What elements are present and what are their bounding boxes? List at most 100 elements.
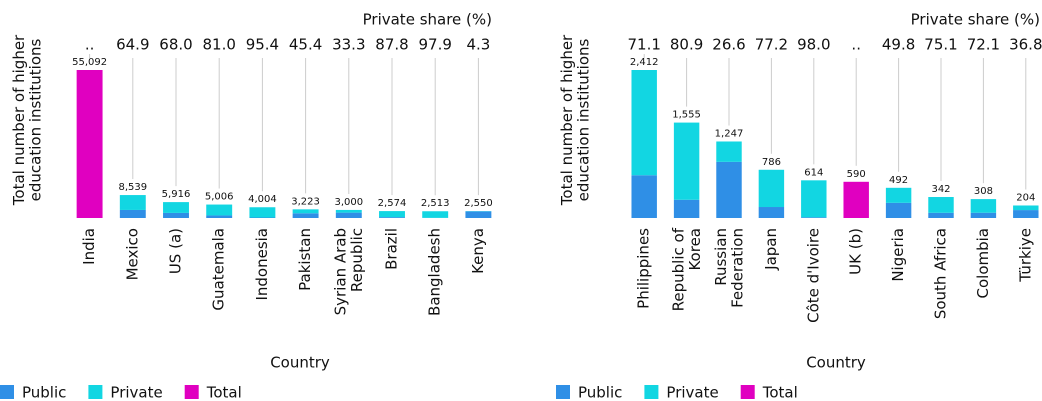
y-axis-title: Total number of highereducation institut… bbox=[9, 34, 44, 206]
x-tick-label: Mexico bbox=[123, 228, 141, 280]
x-tick-label: Côte d'Ivoire bbox=[804, 228, 822, 323]
value-label: 2,513 bbox=[421, 198, 450, 209]
share-label: 26.6 bbox=[712, 36, 745, 54]
value-label: 204 bbox=[1016, 192, 1035, 203]
legend-label: Private bbox=[666, 384, 718, 401]
bar-segment bbox=[206, 215, 233, 218]
value-label: 590 bbox=[847, 169, 866, 180]
value-label: 8,539 bbox=[118, 182, 147, 193]
bar-segment bbox=[970, 199, 997, 213]
bar-segment bbox=[716, 141, 742, 162]
bar-segment bbox=[631, 70, 657, 176]
bar-segment bbox=[76, 70, 103, 218]
x-tick-label: Brazil bbox=[383, 228, 401, 270]
share-label: 77.2 bbox=[755, 36, 788, 54]
value-label: 786 bbox=[762, 157, 781, 168]
bar-segment bbox=[335, 209, 362, 213]
share-label: 95.4 bbox=[246, 36, 279, 54]
bar-segment bbox=[928, 212, 954, 218]
value-label: 1,555 bbox=[672, 110, 701, 121]
share-label: .. bbox=[851, 36, 861, 54]
share-label: 68.0 bbox=[159, 36, 192, 54]
bar-segment bbox=[716, 161, 742, 218]
share-label: 64.9 bbox=[116, 36, 149, 54]
bar-segment bbox=[163, 202, 189, 213]
share-label: .. bbox=[85, 36, 95, 54]
bar-segment bbox=[758, 169, 785, 208]
bar-segment bbox=[465, 211, 492, 218]
share-label: 49.8 bbox=[882, 36, 915, 54]
share-label: 80.9 bbox=[670, 36, 703, 54]
legend-label: Public bbox=[578, 384, 622, 401]
legend-label: Public bbox=[22, 384, 66, 401]
bar-segment bbox=[673, 122, 700, 200]
bar-segment bbox=[292, 213, 319, 218]
share-label: 45.4 bbox=[289, 36, 322, 54]
value-label: 308 bbox=[974, 186, 993, 197]
bar-segment bbox=[631, 175, 657, 218]
value-label: 492 bbox=[889, 175, 908, 186]
x-tick-label: India bbox=[80, 228, 98, 265]
legend-swatch bbox=[644, 385, 659, 399]
bar-segment bbox=[843, 181, 869, 218]
value-label: 2,550 bbox=[464, 198, 493, 209]
share-label: 87.8 bbox=[375, 36, 408, 54]
bar-segment bbox=[885, 202, 912, 218]
x-tick-label: Pakistan bbox=[296, 228, 314, 291]
x-axis-title: Country bbox=[806, 354, 866, 372]
value-label: 342 bbox=[931, 184, 950, 195]
x-tick-label: Philippines bbox=[635, 228, 653, 309]
share-label: 33.3 bbox=[332, 36, 365, 54]
share-title: Private share (%) bbox=[363, 11, 492, 29]
x-tick-label: Syrian ArabRepublic bbox=[331, 228, 366, 315]
bar-segment bbox=[758, 207, 785, 218]
value-label: 3,223 bbox=[291, 196, 320, 207]
legend-label: Private bbox=[110, 384, 162, 401]
bar-segment bbox=[801, 217, 827, 218]
bar-segment bbox=[1013, 210, 1039, 218]
bar-segment bbox=[1013, 205, 1039, 211]
share-label: 81.0 bbox=[202, 36, 235, 54]
share-label: 71.1 bbox=[627, 36, 660, 54]
share-label: 72.1 bbox=[967, 36, 1000, 54]
x-tick-label: Bangladesh bbox=[426, 228, 444, 316]
bar-segment bbox=[379, 217, 405, 218]
legend-swatch bbox=[88, 385, 103, 399]
bar-segment bbox=[249, 207, 276, 218]
bar-segment bbox=[119, 195, 146, 210]
x-tick-label: UK (b) bbox=[847, 228, 865, 275]
x-axis-title: Country bbox=[270, 354, 330, 372]
bar-segment bbox=[928, 197, 954, 213]
value-label: 2,574 bbox=[378, 198, 407, 209]
bar-segment bbox=[292, 209, 319, 214]
legend-swatch bbox=[740, 385, 755, 399]
bar-segment bbox=[379, 211, 405, 218]
bar-segment bbox=[335, 212, 362, 218]
x-tick-label: US (a) bbox=[167, 228, 185, 274]
value-label: 5,916 bbox=[162, 189, 191, 200]
share-label: 98.0 bbox=[797, 36, 830, 54]
legend-swatch bbox=[184, 385, 199, 399]
bar-segment bbox=[970, 212, 997, 218]
x-tick-label: Türkiye bbox=[1016, 228, 1034, 283]
y-axis-title: Total number of highereducation institut… bbox=[557, 34, 592, 206]
bar-segment bbox=[673, 199, 700, 218]
x-tick-label: Nigeria bbox=[889, 228, 907, 282]
bar-segment bbox=[885, 187, 912, 203]
value-label: 3,000 bbox=[334, 197, 363, 208]
x-tick-label: Kenya bbox=[469, 228, 487, 274]
legend-label: Total bbox=[206, 384, 242, 401]
value-label: 2,412 bbox=[630, 57, 659, 68]
x-tick-label: South Africa bbox=[932, 228, 950, 319]
x-tick-label: Japan bbox=[762, 228, 780, 271]
share-label: 97.9 bbox=[418, 36, 451, 54]
legend-swatch bbox=[0, 385, 14, 399]
value-label: 5,006 bbox=[205, 192, 234, 203]
legend-swatch bbox=[556, 385, 570, 399]
x-tick-label: Indonesia bbox=[253, 228, 271, 301]
share-label: 75.1 bbox=[924, 36, 957, 54]
bar-segment bbox=[206, 204, 233, 216]
share-title: Private share (%) bbox=[911, 11, 1040, 29]
x-tick-label: Colombia bbox=[974, 228, 992, 299]
